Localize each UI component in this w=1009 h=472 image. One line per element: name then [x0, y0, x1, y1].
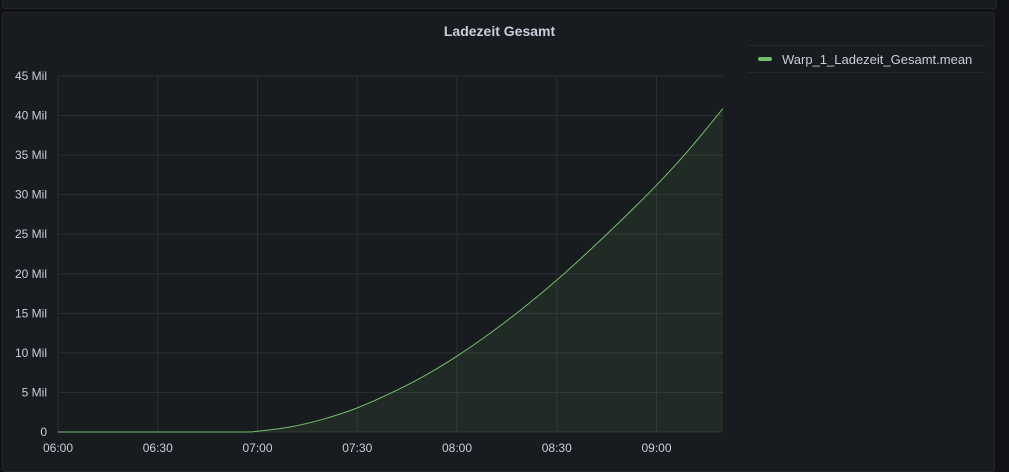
upper-panel-edge — [2, 0, 997, 9]
y-tick-label: 40 Mil — [15, 109, 47, 123]
x-tick-label: 06:30 — [143, 441, 173, 455]
series-line-path[interactable] — [57, 108, 724, 433]
series-area — [58, 108, 723, 433]
x-tick-label: 07:00 — [242, 441, 272, 455]
legend-swatch — [758, 57, 772, 61]
x-tick-label: 08:30 — [542, 441, 572, 455]
y-tick-label: 35 Mil — [15, 148, 47, 162]
y-tick-label: 0 — [40, 425, 47, 439]
y-tick-label: 30 Mil — [15, 188, 47, 202]
x-tick-label: 09:00 — [641, 441, 671, 455]
y-tick-label: 10 Mil — [15, 346, 47, 360]
y-tick-label: 5 Mil — [22, 385, 47, 399]
x-tick-label: 08:00 — [442, 441, 472, 455]
chart-plot: 0 5 Mil 10 Mil 15 Mil 20 Mil 25 Mil 30 Mil 35 M… — [15, 69, 724, 455]
y-tick-label: 45 Mil — [15, 69, 47, 83]
series-line — [57, 108, 724, 433]
panel-title[interactable]: Ladezeit Gesamt — [443, 23, 556, 39]
y-tick-label: 15 Mil — [15, 306, 47, 320]
y-tick-label: 20 Mil — [15, 267, 47, 281]
x-tick-label: 06:00 — [43, 441, 73, 455]
y-axis-ticks: 0 5 Mil 10 Mil 15 Mil 20 Mil 25 Mil 30 Mil 35 M… — [15, 69, 47, 439]
legend-label[interactable]: Warp_1_Ladezeit_Gesamt.mean — [782, 51, 973, 67]
grid-lines — [57, 75, 723, 433]
x-axis-ticks: 06:00 06:30 07:00 07:30 08:00 08:30 09:00 — [43, 441, 672, 455]
legend[interactable]: Warp_1_Ladezeit_Gesamt.mean — [748, 45, 986, 73]
y-tick-label: 25 Mil — [15, 227, 47, 241]
x-tick-label: 07:30 — [342, 441, 372, 455]
series-area-fill — [58, 108, 723, 433]
